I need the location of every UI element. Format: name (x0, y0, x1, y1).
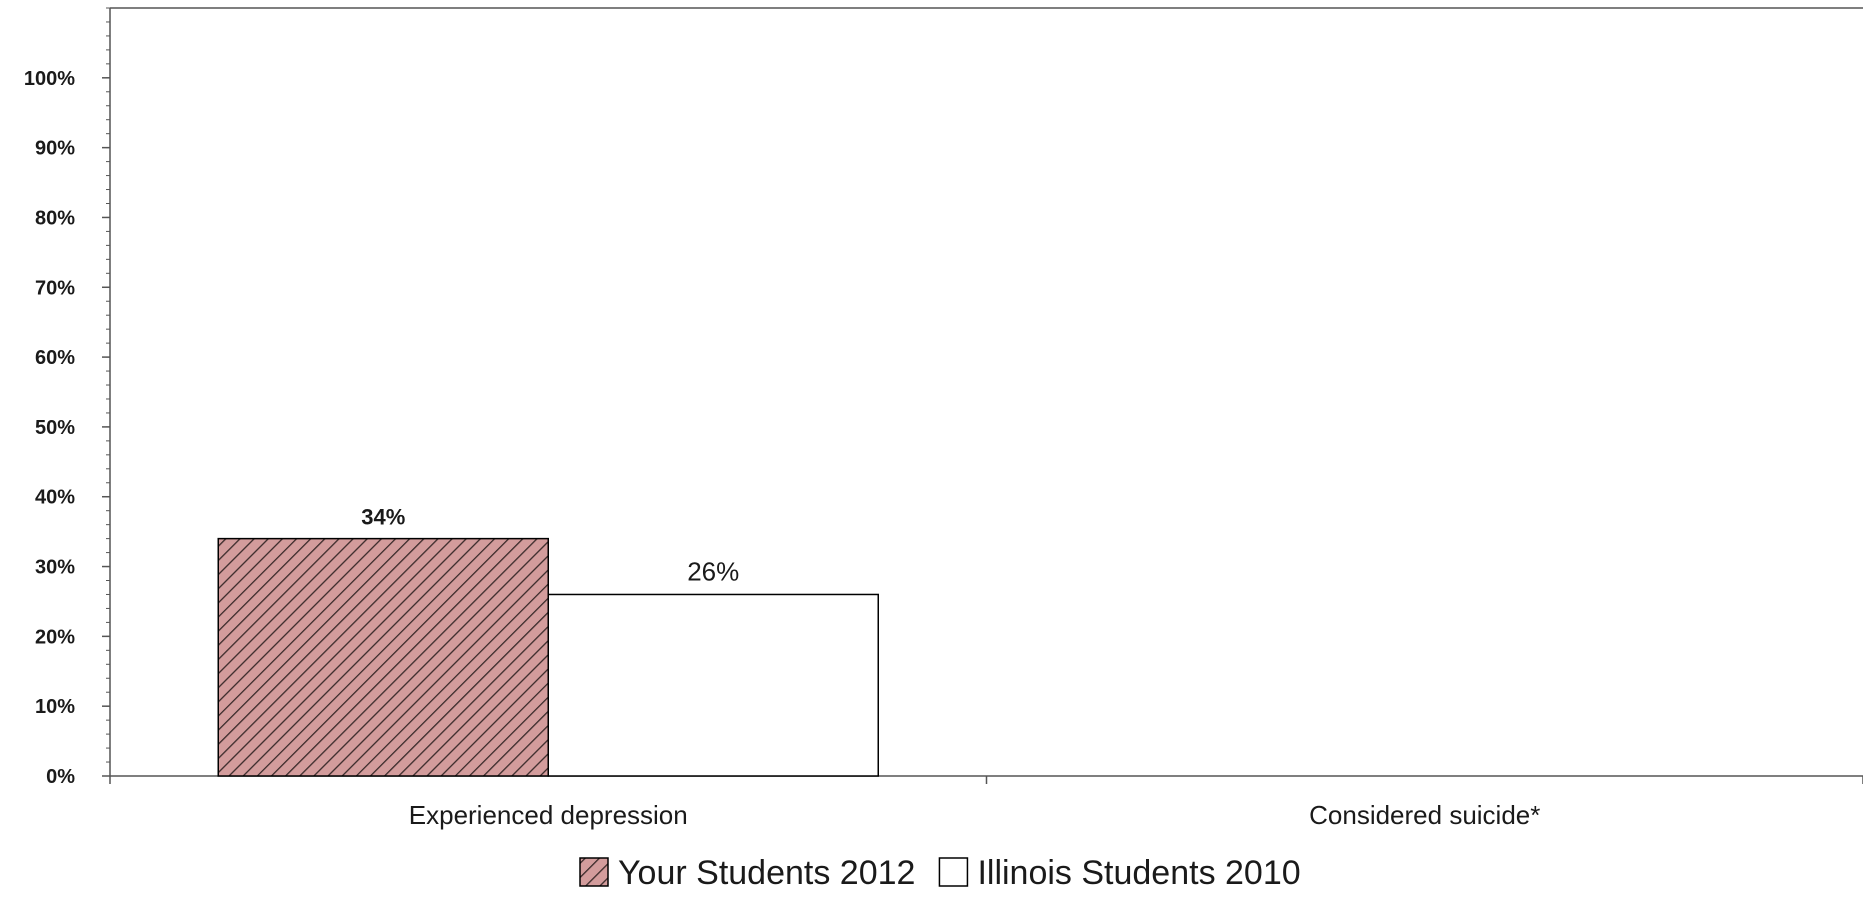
y-tick-label: 10% (35, 696, 75, 718)
y-tick-label: 40% (35, 487, 75, 509)
legend-label: Your Students 2012 (618, 854, 915, 892)
y-tick-label: 20% (35, 626, 75, 648)
y-tick-label: 80% (35, 207, 75, 229)
x-category-label: Experienced depression (409, 800, 688, 830)
y-axis: 0% 10% 20% 30% 40% 50% 60% 70% 80% 90% 100% (24, 7, 1863, 788)
y-tick-label: 50% (35, 417, 75, 439)
x-category-label: Considered suicide* (1309, 800, 1540, 830)
legend-swatch (579, 857, 609, 887)
y-tick-label: 30% (35, 557, 75, 579)
y-tick-label: 90% (35, 138, 75, 160)
y-tick-label: 60% (35, 347, 75, 369)
x-axis: Experienced depression Considered suicide… (109, 775, 1863, 830)
data-label: 26% (687, 556, 739, 586)
y-tick-label: 100% (24, 68, 75, 90)
data-label: 34% (361, 505, 405, 530)
legend: Your Students 2012 Illinois Students 2010 (579, 854, 1301, 892)
bar (547, 593, 879, 777)
legend-swatch (938, 857, 969, 887)
bar (217, 537, 549, 777)
y-tick-label: 70% (35, 277, 75, 299)
y-tick-label: 0% (46, 766, 75, 788)
legend-label: Illinois Students 2010 (977, 854, 1300, 892)
bars: 34% 26% (217, 505, 879, 777)
